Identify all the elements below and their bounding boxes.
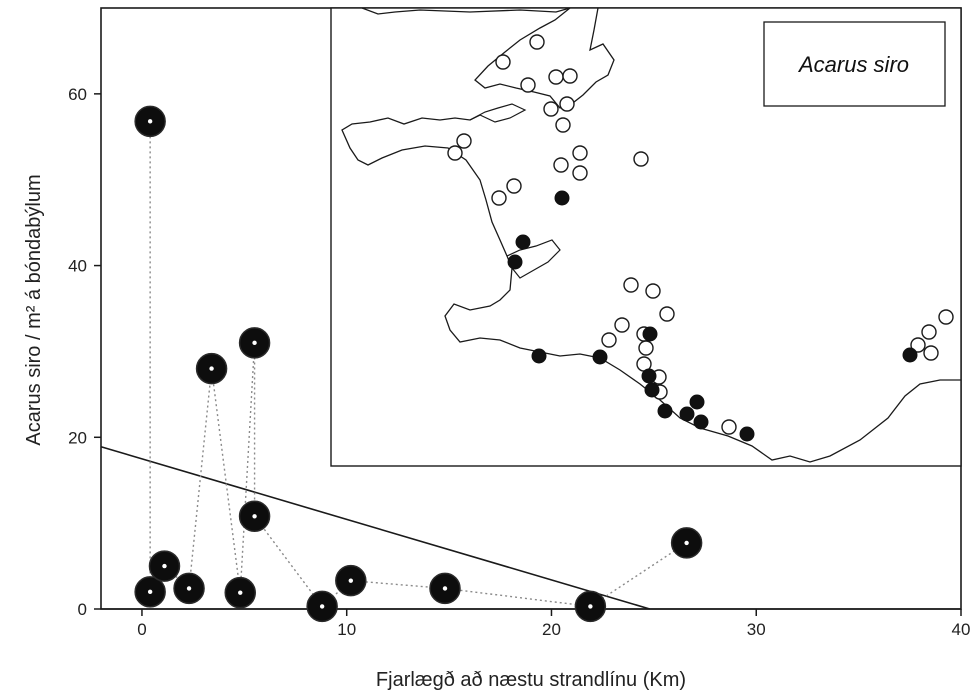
y-tick-label: 40 <box>68 257 87 276</box>
data-point-center <box>319 604 325 609</box>
data-point-center <box>684 540 689 546</box>
data-point-center <box>147 119 153 124</box>
data-point-center <box>209 366 214 371</box>
coastline-peninsula <box>469 103 527 123</box>
inset-map: Acarus siro <box>330 7 962 467</box>
y-tick-label: 20 <box>68 428 87 447</box>
x-tick-label: 0 <box>137 620 146 639</box>
x-tick-label: 20 <box>542 620 561 639</box>
y-tick-label: 60 <box>68 85 87 104</box>
data-points <box>134 105 703 623</box>
coastline <box>341 7 961 463</box>
data-point-center <box>588 604 593 609</box>
x-tick-label: 10 <box>337 620 356 639</box>
data-point-center <box>252 340 257 346</box>
inset-legend-box <box>763 21 946 107</box>
data-point-center <box>252 514 257 519</box>
data-point-center <box>147 589 153 595</box>
x-axis-label: Fjarlægð að næstu strandlínu (Km) <box>376 669 686 691</box>
data-point-center <box>162 563 167 569</box>
y-axis-label: Acarus siro / m² á bóndabýlum <box>23 174 45 445</box>
y-tick-label: 0 <box>78 600 87 619</box>
data-point-center <box>186 586 192 591</box>
x-tick-label: 40 <box>952 620 971 639</box>
inset-legend-label: Acarus siro <box>797 52 909 77</box>
data-point-center <box>348 578 354 583</box>
x-tick-label: 30 <box>747 620 766 639</box>
inset-open-sites <box>447 34 954 435</box>
inset-filled-sites <box>507 190 918 442</box>
trend-line <box>100 445 650 610</box>
data-point-center <box>442 586 448 591</box>
data-point-center <box>238 590 243 595</box>
axis-ticks: 0 10 20 30 40 0 20 40 60 <box>68 85 970 639</box>
